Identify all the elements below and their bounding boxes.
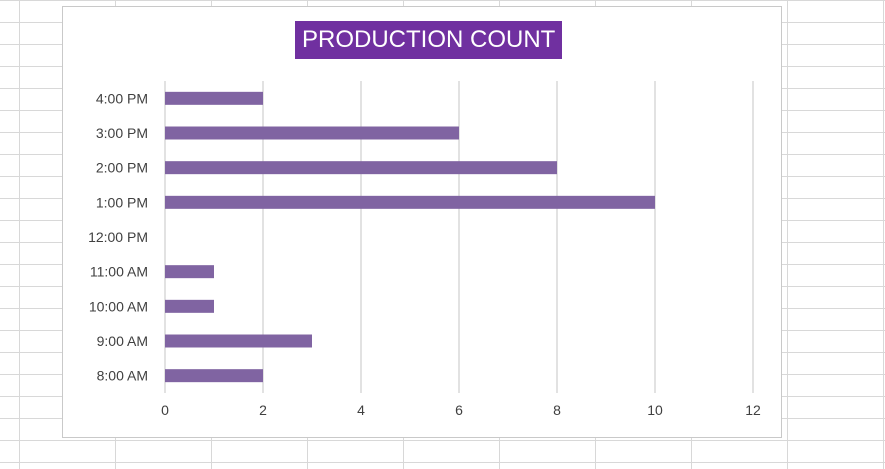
x-tick-label: 8 [553,402,561,418]
chart-area: 0 2 4 6 8 10 12 8:00 AM 9:00 AM 10:00 AM 11:00 AM 1… [62,6,782,438]
bar [165,265,214,279]
bar [165,161,557,175]
chart-plot: 0 2 4 6 8 10 12 8:00 AM 9:00 AM 10:00 AM 11:00 AM 1… [88,81,761,418]
y-tick-label: 9:00 AM [97,333,148,349]
x-tick-label: 12 [745,402,761,418]
y-tick-label: 3:00 PM [96,125,148,141]
bar [165,91,263,105]
y-tick-label: 4:00 PM [96,90,148,106]
x-tick-label: 2 [259,402,267,418]
bar [165,334,312,348]
y-tick-label: 10:00 AM [89,298,148,314]
y-tick-label: 11:00 AM [90,264,148,280]
bar [165,299,214,313]
x-tick-label: 4 [357,402,365,418]
chart-title: PRODUCTION COUNT [295,21,563,59]
x-tick-label: 6 [455,402,463,418]
x-tick-label: 0 [161,402,169,418]
y-tick-label: 12:00 PM [88,229,148,245]
y-tick-label: 2:00 PM [96,160,148,176]
bar [165,126,459,140]
bar [165,369,263,383]
y-tick-label: 8:00 AM [97,368,148,384]
x-tick-label: 10 [647,402,663,418]
bar [165,195,655,209]
y-tick-label: 1:00 PM [96,194,148,210]
